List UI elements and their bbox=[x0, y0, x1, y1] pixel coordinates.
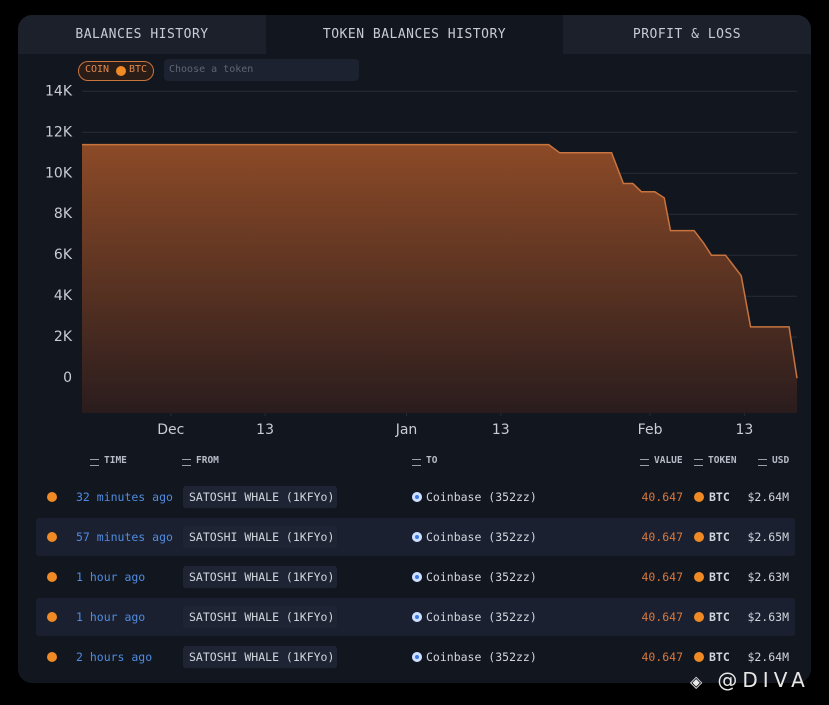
y-tick-label: 10K bbox=[45, 165, 73, 181]
y-tick-label: 2K bbox=[54, 329, 73, 345]
y-tick-label: 8K bbox=[54, 206, 73, 222]
x-tick-label: Jan bbox=[395, 422, 418, 438]
y-tick-label: 4K bbox=[54, 288, 73, 304]
btc-icon bbox=[116, 66, 126, 76]
token-input[interactable]: Choose a token bbox=[164, 59, 359, 81]
x-tick-label: 13 bbox=[256, 422, 274, 438]
coin-label: COIN bbox=[85, 64, 110, 75]
tab[interactable]: BALANCES HISTORY bbox=[18, 15, 266, 54]
coin-pill[interactable]: COIN BTC bbox=[78, 61, 154, 81]
x-tick-label: 13 bbox=[492, 422, 510, 438]
y-tick-label: 6K bbox=[54, 247, 73, 263]
y-tick-label: 12K bbox=[45, 124, 73, 140]
chart: 0 2K 4K 6K 8K 10K 12K 14K Dec 13 Jan 13 Feb 13 bbox=[45, 83, 798, 438]
line bbox=[82, 143, 798, 379]
tab[interactable]: PROFIT & LOSS bbox=[563, 15, 811, 54]
y-tick-label: 14K bbox=[45, 83, 73, 99]
x-tick-label: Feb bbox=[638, 422, 663, 438]
x-tick-label: 13 bbox=[735, 422, 753, 438]
placeholder: Choose a token bbox=[169, 64, 254, 75]
watermark-text: @DIVA bbox=[717, 668, 810, 692]
tab[interactable]: TOKEN BALANCES HISTORY bbox=[266, 15, 563, 54]
watermark-icon: ◈ bbox=[690, 672, 718, 691]
area bbox=[82, 144, 797, 413]
coin-value: BTC bbox=[129, 64, 148, 75]
watermark: ◈ @DIVA bbox=[690, 668, 810, 692]
y-tick-label: 0 bbox=[63, 370, 72, 386]
x-tick-label: Dec bbox=[157, 422, 184, 438]
